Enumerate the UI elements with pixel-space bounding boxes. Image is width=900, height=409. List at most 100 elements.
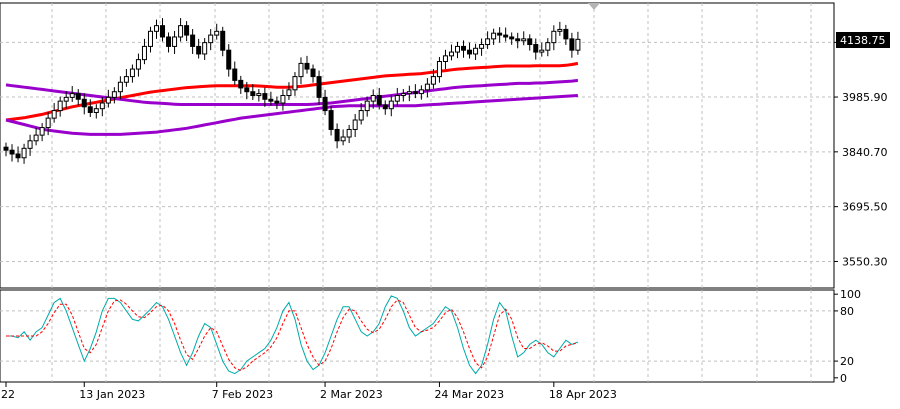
bullish-candle-body xyxy=(479,44,485,49)
bullish-candle-body xyxy=(442,55,448,63)
candle xyxy=(292,72,298,96)
stochastic-lines xyxy=(6,295,579,375)
bearish-candle-body xyxy=(160,25,166,38)
bullish-candle-body xyxy=(370,94,376,102)
oscillator-axis: 100 80 20 0 xyxy=(834,288,861,385)
candle xyxy=(503,27,509,42)
bullish-candle-body xyxy=(123,76,129,83)
candle xyxy=(485,31,491,50)
bearish-candle-body xyxy=(461,45,467,51)
bullish-candle-body xyxy=(298,62,304,78)
candle xyxy=(39,123,45,142)
candle xyxy=(15,146,21,163)
bullish-candle-body xyxy=(111,91,117,98)
bearish-candle-body xyxy=(310,68,316,78)
candle xyxy=(430,69,436,89)
price-grid xyxy=(0,3,834,288)
bearish-candle-body xyxy=(226,49,232,70)
bearish-candle-body xyxy=(262,93,268,100)
bullish-candle-body xyxy=(545,42,551,51)
candle xyxy=(340,129,346,146)
candle xyxy=(105,89,111,108)
bullish-candle-body xyxy=(521,38,527,42)
bearish-candle-body xyxy=(196,45,202,55)
candle xyxy=(436,56,442,83)
bearish-candle-body xyxy=(412,91,418,95)
bearish-candle-body xyxy=(316,76,322,98)
bullish-candle-body xyxy=(33,134,39,142)
candle xyxy=(93,104,99,119)
candle xyxy=(99,96,105,117)
bullish-candle-body xyxy=(117,81,123,93)
candle xyxy=(551,25,557,51)
bearish-candle-body xyxy=(87,106,93,113)
candle xyxy=(412,84,418,99)
candle xyxy=(557,21,563,36)
bullish-candle-body xyxy=(141,45,147,61)
bearish-candle-body xyxy=(328,110,334,130)
candle xyxy=(208,29,214,51)
bullish-candle-body xyxy=(352,119,358,130)
bullish-candle-body xyxy=(430,76,436,85)
candle xyxy=(521,31,527,46)
bullish-candle-body xyxy=(172,36,178,47)
candle xyxy=(9,144,15,162)
oscillator-pane[interactable] xyxy=(0,289,835,383)
candle xyxy=(190,29,196,54)
time-tick-label: 22 xyxy=(1,388,15,401)
candle xyxy=(316,70,322,105)
candle xyxy=(75,89,81,106)
candle xyxy=(154,19,159,39)
candle xyxy=(202,38,208,60)
candle xyxy=(448,44,454,61)
candle xyxy=(129,64,135,83)
bullish-candle-body xyxy=(214,30,220,36)
candle xyxy=(280,89,286,111)
candle xyxy=(364,96,370,117)
candle xyxy=(51,103,57,123)
oscillator-tick-label: 20 xyxy=(840,355,854,368)
candle xyxy=(376,87,382,110)
bearish-candle-body xyxy=(274,100,280,104)
bearish-candle-body xyxy=(382,104,388,110)
bullish-candle-body xyxy=(340,136,346,142)
bearish-candle-body xyxy=(220,30,226,51)
bullish-candle-body xyxy=(147,30,153,47)
candle xyxy=(467,42,473,59)
time-tick-label: 18 Apr 2023 xyxy=(549,388,617,401)
candle xyxy=(461,40,467,58)
price-pane[interactable] xyxy=(0,2,835,289)
bearish-candle-body xyxy=(509,36,515,40)
bullish-candle-body xyxy=(388,100,394,110)
candle xyxy=(533,38,539,60)
candle xyxy=(286,82,292,101)
chart-shift-marker-icon[interactable] xyxy=(588,3,600,10)
bullish-candle-body xyxy=(208,34,214,44)
bearish-candle-body xyxy=(503,34,509,38)
price-tick-label: 3840.70 xyxy=(842,146,888,159)
candle xyxy=(172,30,178,54)
bearish-candle-body xyxy=(304,62,310,70)
bearish-candle-body xyxy=(232,68,238,81)
bearish-candle-body xyxy=(322,96,328,112)
candle xyxy=(57,96,63,117)
bullish-candle-body xyxy=(69,93,75,98)
time-tick-label: 24 Mar 2023 xyxy=(434,388,504,401)
price-tick-label: 3985.90 xyxy=(842,91,888,104)
bullish-candle-body xyxy=(292,76,298,91)
candle xyxy=(442,49,448,70)
candle xyxy=(455,41,460,59)
candle xyxy=(569,32,575,58)
bullish-candle-body xyxy=(473,47,479,55)
bearish-candle-body xyxy=(334,128,340,142)
bullish-candle-body xyxy=(491,32,497,40)
oscillator-grid xyxy=(0,290,834,382)
time-tick-label: 7 Feb 2023 xyxy=(212,388,273,401)
candle xyxy=(575,31,581,55)
bullish-candle-body xyxy=(575,38,581,51)
candlesticks xyxy=(3,18,581,164)
candle xyxy=(298,57,304,85)
bullish-candle-body xyxy=(557,28,563,32)
oscillator-tick-label: 100 xyxy=(840,288,861,301)
